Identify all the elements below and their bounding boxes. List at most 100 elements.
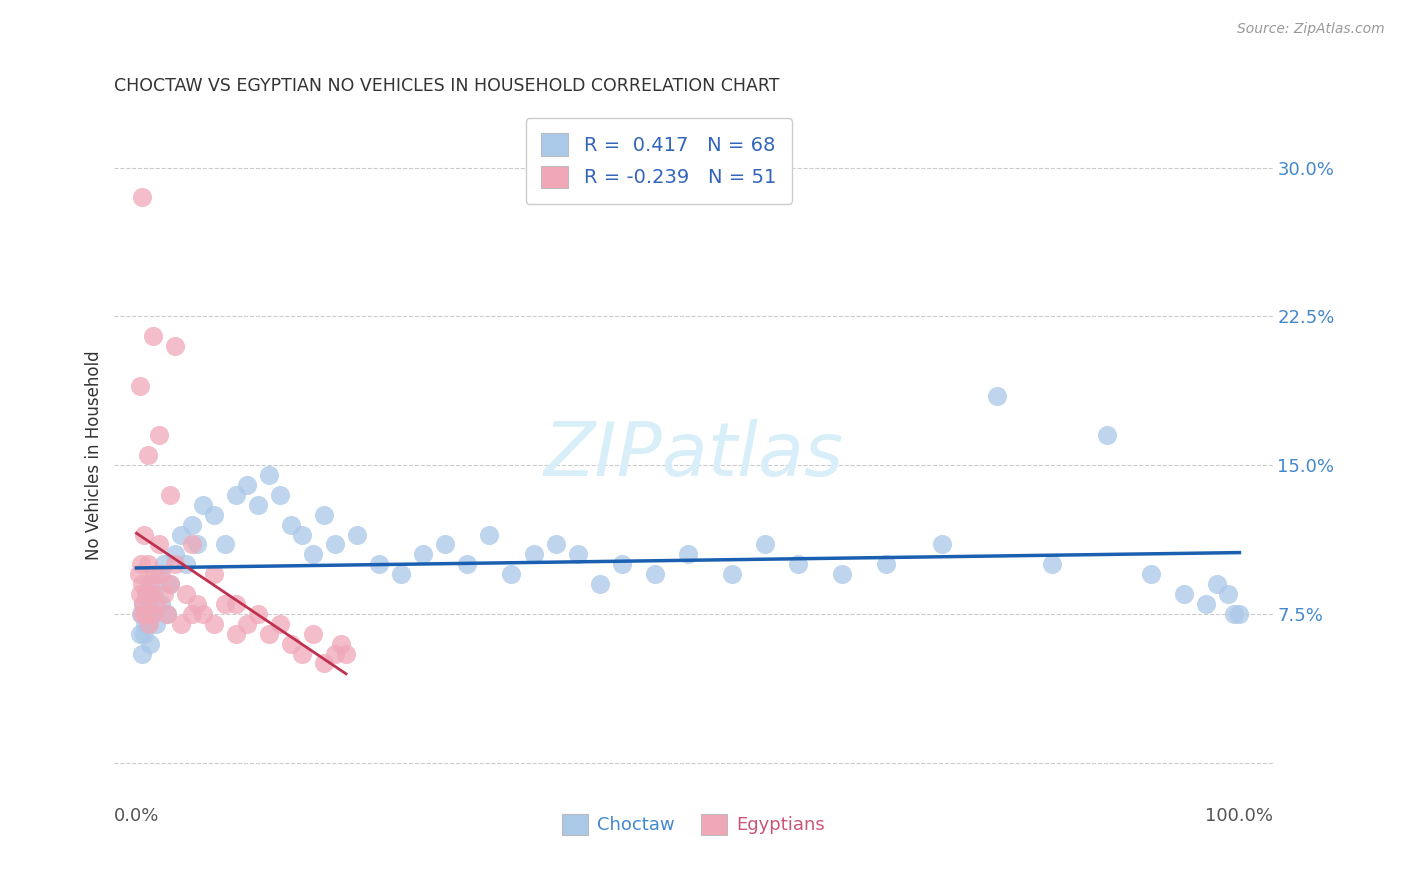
Point [522,547,544,561]
Point [312,508,335,522]
Point [132,597,155,611]
Legend: Choctaw, Egyptians: Choctaw, Egyptians [555,806,832,842]
Point [132,597,155,611]
Point [225,597,247,611]
Point [169,616,191,631]
Point [589,577,612,591]
Point [148,428,170,442]
Point [346,527,368,541]
Point [174,587,197,601]
Point [136,448,159,462]
Point [456,558,478,572]
Point [501,567,523,582]
Point [257,468,280,483]
Point [174,558,197,572]
Point [754,537,776,551]
Point [676,547,699,561]
Point [721,567,744,582]
Point [302,547,325,561]
Point [128,567,150,582]
Text: Source: ZipAtlas.com: Source: ZipAtlas.com [1237,22,1385,37]
Point [143,587,166,601]
Point [236,616,259,631]
Point [138,577,160,591]
Point [412,547,434,561]
Point [1195,597,1218,611]
Point [1173,587,1195,601]
Point [159,488,181,502]
Point [131,190,153,204]
Point [335,647,357,661]
Y-axis label: No Vehicles in Household: No Vehicles in Household [86,351,103,560]
Point [159,577,181,591]
Point [153,558,176,572]
Point [1095,428,1118,442]
Text: CHOCTAW VS EGYPTIAN NO VEHICLES IN HOUSEHOLD CORRELATION CHART: CHOCTAW VS EGYPTIAN NO VEHICLES IN HOUSE… [114,78,780,95]
Point [291,527,314,541]
Point [368,558,391,572]
Point [145,597,167,611]
Point [149,597,172,611]
Point [165,339,187,353]
Point [478,527,501,541]
Point [257,626,280,640]
Point [142,329,165,343]
Point [1206,577,1229,591]
Point [156,607,179,621]
Point [986,389,1008,403]
Point [269,616,291,631]
Point [186,597,208,611]
Point [644,567,666,582]
Point [831,567,853,582]
Point [131,577,153,591]
Point [610,558,633,572]
Point [876,558,898,572]
Point [128,378,150,392]
Point [142,607,165,621]
Point [191,607,214,621]
Point [323,537,346,551]
Point [291,647,314,661]
Point [1218,587,1240,601]
Point [236,478,259,492]
Point [148,537,170,551]
Point [214,597,236,611]
Point [128,626,150,640]
Point [1040,558,1063,572]
Text: ZIPatlas: ZIPatlas [543,419,844,491]
Point [149,567,172,582]
Point [1140,567,1163,582]
Point [131,607,153,621]
Point [138,597,160,611]
Point [142,607,165,621]
Point [134,626,156,640]
Point [329,637,352,651]
Point [165,558,187,572]
Point [138,616,160,631]
Point [148,567,170,582]
Point [138,637,160,651]
Point [128,587,150,601]
Point [135,587,157,601]
Point [180,517,202,532]
Point [269,488,291,502]
Point [312,657,335,671]
Point [214,537,236,551]
Point [323,647,346,661]
Point [434,537,457,551]
Point [544,537,567,551]
Point [165,547,187,561]
Point [202,508,225,522]
Point [139,587,162,601]
Point [202,616,225,631]
Point [129,607,152,621]
Point [169,527,191,541]
Point [156,607,179,621]
Point [135,587,157,601]
Point [246,498,269,512]
Point [280,517,302,532]
Point [136,616,159,631]
Point [145,616,167,631]
Point [131,647,153,661]
Point [180,537,202,551]
